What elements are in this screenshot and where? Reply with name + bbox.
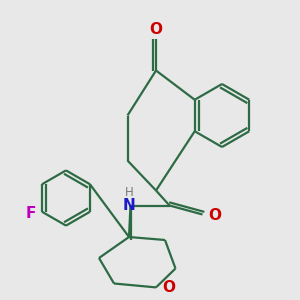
Text: O: O: [149, 22, 163, 37]
Text: F: F: [26, 206, 36, 221]
Text: O: O: [162, 280, 175, 295]
Text: O: O: [208, 208, 221, 224]
Text: H: H: [124, 186, 134, 199]
Text: N: N: [123, 198, 135, 213]
